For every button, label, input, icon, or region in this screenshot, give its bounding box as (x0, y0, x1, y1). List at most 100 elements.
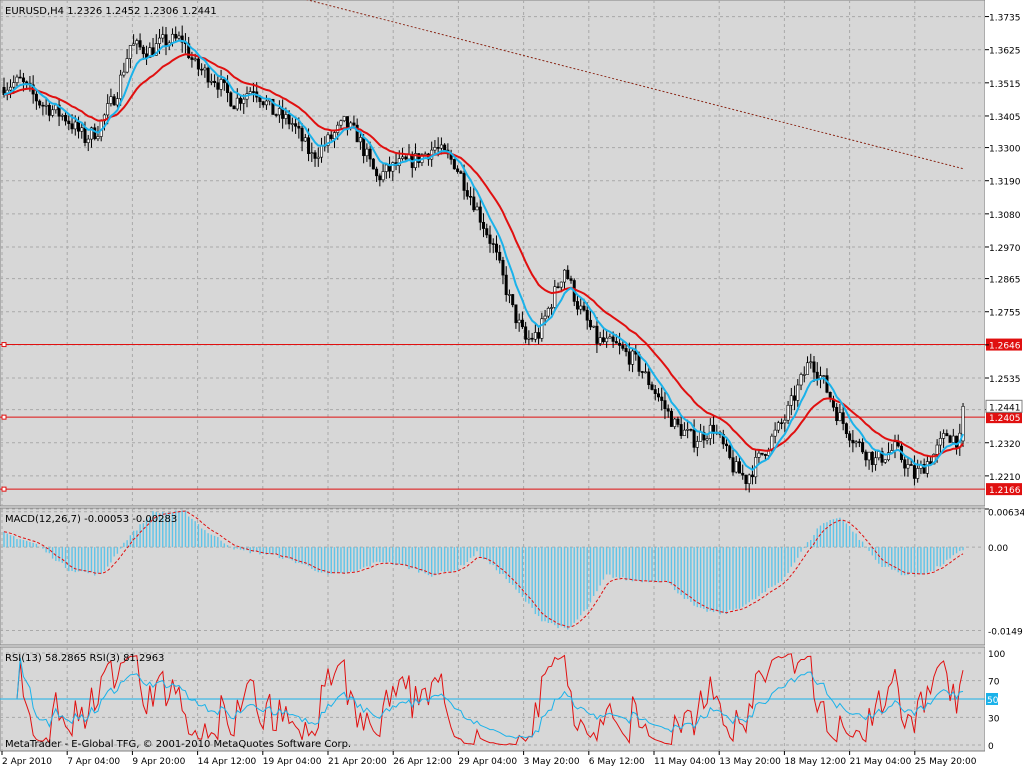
candle-body (125, 58, 129, 73)
price-pane[interactable] (0, 0, 986, 507)
candle-body (893, 441, 897, 451)
candle-body (812, 361, 816, 373)
price-tick-label: 1.2755 (989, 309, 1021, 319)
long-moving-average (306, 0, 964, 170)
candle-body (320, 145, 324, 158)
rsi-level-label: 50 (987, 696, 999, 706)
price-scale (985, 0, 1024, 768)
rsi-indicator (0, 653, 985, 746)
macd-signal-line (3, 510, 964, 628)
time-tick-label: 9 Apr 20:00 (132, 757, 185, 767)
candle-body (883, 459, 887, 463)
copyright-footer: MetaTrader - E-Global TFG, © 2001-2010 M… (5, 739, 351, 750)
candle-body (699, 431, 703, 442)
candle-body (585, 309, 589, 321)
candle-body (640, 371, 644, 373)
level-label-box (986, 483, 1022, 496)
rsi-tick-label: 100 (988, 650, 1005, 660)
candle-body (867, 451, 871, 461)
candle-body (621, 345, 625, 349)
candle-body (135, 40, 139, 45)
candle-body (209, 80, 213, 83)
candle-body (559, 281, 563, 288)
candle-body (517, 319, 521, 324)
price-tick-label: 1.2535 (989, 375, 1021, 385)
candle-body (417, 153, 421, 163)
candle-body (491, 243, 495, 245)
candle-body (520, 319, 524, 328)
candle-body (384, 164, 388, 172)
moving-averages (3, 39, 964, 472)
candle-body (219, 79, 223, 90)
candle-body (663, 400, 667, 410)
time-tick-label: 25 May 20:00 (915, 757, 977, 767)
time-tick-label: 2 Apr 2010 (2, 757, 52, 767)
candle-body (948, 435, 952, 443)
time-tick-label: 21 May 04:00 (850, 757, 912, 767)
candle-body (595, 325, 599, 344)
candle-body (93, 127, 97, 140)
candle-body (193, 58, 197, 61)
rsi-tick-label: 0 (988, 742, 994, 752)
time-tick-label: 13 May 20:00 (719, 757, 781, 767)
candle-body (945, 433, 949, 437)
candle-body (592, 325, 596, 328)
candle-body (38, 100, 42, 106)
horizontal-levels[interactable]: 1.2646 1.2405 1.2166 (0, 338, 1022, 497)
candle-body (161, 34, 165, 39)
candle-body (96, 136, 100, 140)
candle-body (180, 35, 184, 43)
price-tick-label: 1.2865 (989, 276, 1021, 286)
candle-body (848, 433, 852, 441)
price-tick-label: 1.3625 (989, 47, 1021, 57)
candle-body (925, 461, 929, 474)
candle-body (170, 33, 174, 44)
candle-body (912, 465, 916, 479)
candle-body (760, 452, 764, 455)
candle-body (452, 159, 456, 170)
candle-body (362, 137, 366, 157)
level-label-box (986, 411, 1022, 424)
candle-body (702, 431, 706, 441)
candle-body (669, 410, 673, 427)
candle-body (148, 47, 152, 58)
candle-body (857, 441, 861, 444)
candle-body (436, 147, 440, 149)
candle-body (177, 35, 181, 39)
candle-body (653, 389, 657, 395)
price-tick-label: 1.3735 (989, 14, 1021, 24)
candle-body (854, 441, 858, 444)
slow-ma-line (3, 53, 964, 458)
candle-body (757, 452, 761, 458)
candle-body (725, 443, 729, 447)
time-tick-label: 18 May 12:00 (784, 757, 846, 767)
rsi-tick-label: 30 (988, 714, 1000, 724)
candle-body (776, 422, 780, 431)
price-tick-label: 1.3080 (989, 211, 1021, 221)
candle-body (462, 173, 466, 191)
candle-body (540, 318, 544, 339)
candle-body (880, 451, 884, 463)
candle-body (614, 341, 618, 344)
candle-body (2, 87, 6, 95)
candle-body (128, 45, 132, 59)
x-axis-labels: 2 Apr 2010 7 Apr 04:00 9 Apr 20:00 14 Apr 1… (1, 751, 977, 767)
price-tick-label: 1.3300 (989, 145, 1021, 155)
candle-body (737, 461, 741, 474)
candle-body (537, 332, 541, 339)
candle-body (838, 412, 842, 422)
candle-body (705, 438, 709, 441)
candle-body (229, 92, 233, 107)
candle-body (504, 274, 508, 296)
candle-body (164, 34, 168, 47)
candle-body (569, 278, 573, 281)
candle-body (546, 307, 550, 317)
candle-body (203, 67, 207, 71)
candle-body (744, 474, 748, 484)
candle-body (284, 114, 288, 119)
candle-body (938, 438, 942, 446)
candle-body (514, 304, 518, 324)
level-handle (1, 342, 7, 348)
